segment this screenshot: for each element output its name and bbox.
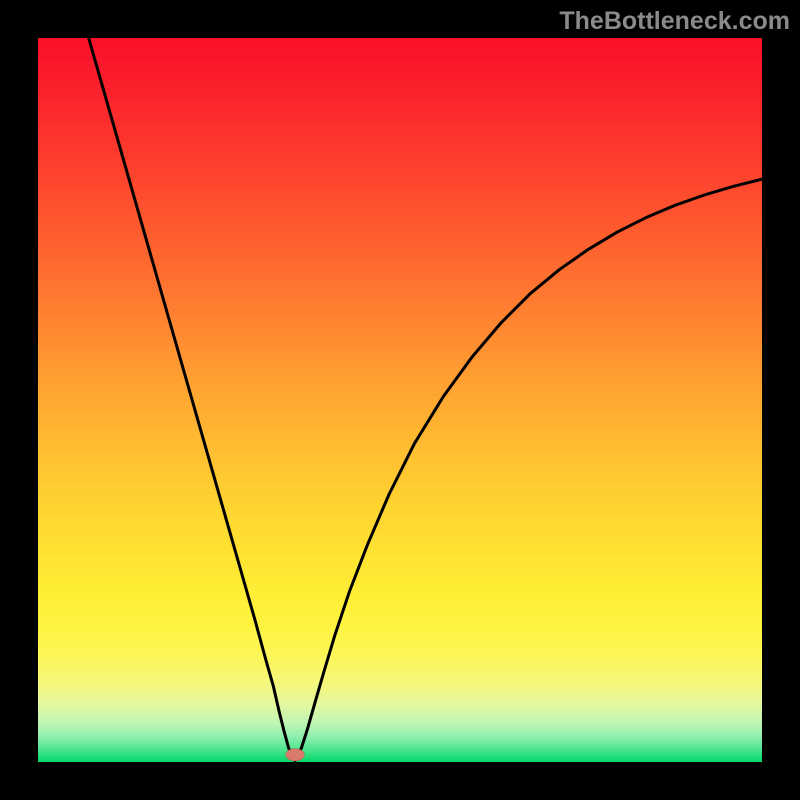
gradient-background <box>38 38 762 762</box>
watermark-text: TheBottleneck.com <box>559 7 790 36</box>
minimum-marker <box>286 749 305 761</box>
plot-area <box>38 38 762 762</box>
bottleneck-curve-chart <box>38 38 762 762</box>
